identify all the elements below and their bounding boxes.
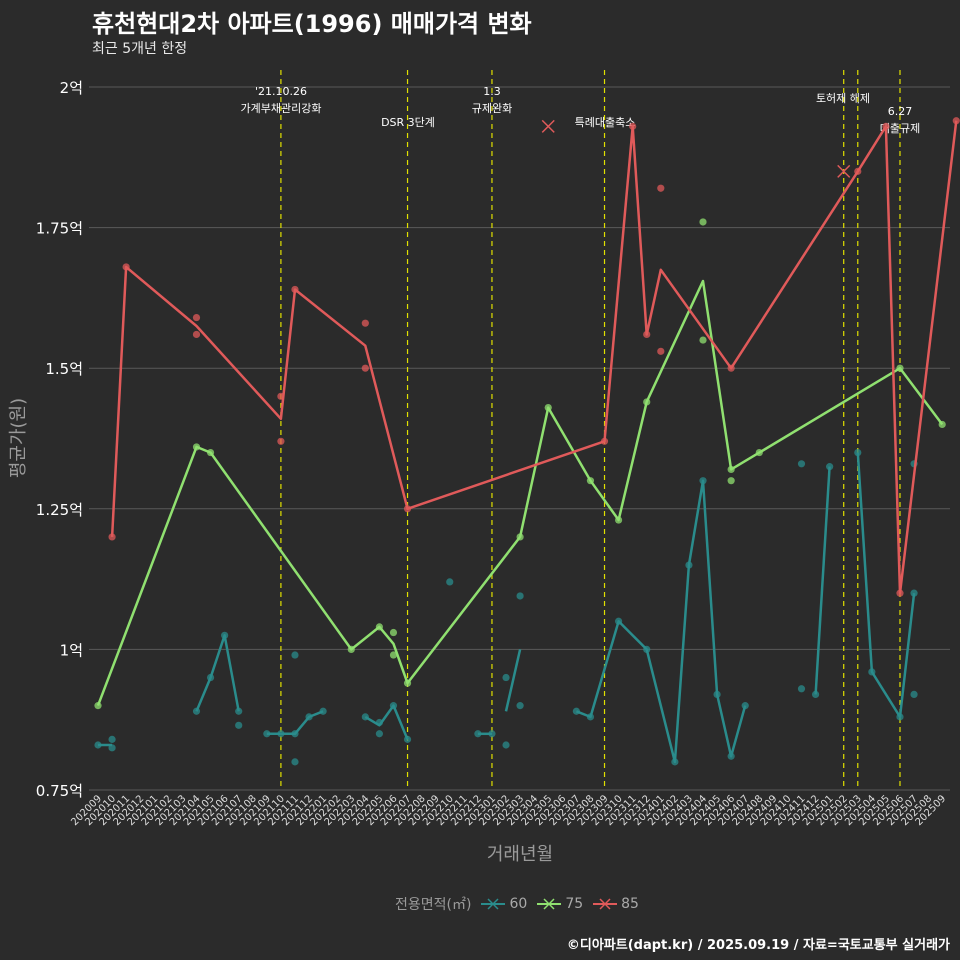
data-point-60: [797, 685, 806, 693]
data-point-60: [910, 589, 918, 597]
series-line-60: [364, 704, 409, 740]
data-point-60: [516, 702, 524, 710]
event-label: 규제완화: [472, 102, 512, 115]
cross-marker-85: [541, 119, 555, 133]
data-point-85: [361, 364, 369, 372]
data-point-75: [699, 218, 707, 226]
y-tick-label: 1억: [60, 641, 83, 659]
chart-subtitle: 최근 5개년 한정: [92, 41, 188, 57]
event-label: 가계부채관리강화: [241, 102, 322, 115]
event-label: 1.3: [483, 85, 501, 98]
data-point-85: [192, 313, 201, 322]
legend-label-75: 75: [565, 896, 584, 912]
event-label: 6.27: [888, 105, 913, 118]
data-point-60: [854, 448, 862, 457]
y-tick-label: 2억: [60, 79, 83, 97]
series-line-60: [856, 452, 916, 719]
data-point-60: [108, 735, 116, 743]
data-point-60: [291, 651, 299, 659]
y-tick-label: 1.5억: [45, 360, 83, 378]
series-line-60: [814, 466, 831, 695]
event-label: 특례대출축소: [575, 116, 636, 129]
legend-key-60-icon: [481, 898, 506, 910]
series-line-60: [575, 479, 747, 764]
data-point-60: [502, 673, 510, 682]
data-point-60: [797, 460, 806, 468]
legend-item-85: 85: [593, 896, 639, 912]
data-point-60: [910, 690, 918, 698]
legend-label-60: 60: [509, 896, 528, 912]
legend-title: 전용면적(㎡): [395, 897, 472, 913]
data-point-60: [375, 730, 383, 738]
data-point-60: [235, 721, 243, 729]
event-label: '21.10.26: [255, 85, 307, 98]
event-label: 토허제 해제: [816, 91, 870, 105]
event-label: DSR 3단계: [381, 116, 435, 129]
legend-item-60: 60: [481, 896, 527, 912]
line-chart: 0.75억1억1.25억1.5억1.75억2억20200920201020201…: [8, 70, 960, 865]
source-caption: ©디아파트(dapt.kr) / 2025.09.19 / 자료=국토교통부 실…: [566, 938, 950, 953]
y-tick-label: 1.25억: [36, 501, 83, 519]
data-point-85: [108, 533, 116, 541]
legend-item-75: 75: [537, 896, 583, 912]
data-point-85: [192, 330, 201, 339]
data-point-75: [389, 628, 398, 637]
chart-title: 휴천현대2차 아파트(1996) 매매가격 변화: [92, 10, 532, 38]
legend-key-85-icon: [593, 898, 618, 910]
series-line-60: [195, 634, 240, 712]
cross-marker-85: [837, 164, 851, 178]
event-label: 대출규제: [880, 122, 920, 135]
x-axis-title: 거래년월: [487, 844, 553, 865]
data-point-85: [361, 319, 369, 327]
y-tick-label: 0.75억: [36, 782, 83, 800]
legend-label-85: 85: [621, 896, 639, 912]
data-point-85: [277, 437, 285, 445]
data-point-60: [516, 592, 524, 600]
data-point-60: [474, 730, 482, 738]
data-point-75: [389, 651, 398, 659]
y-tick-label: 1.75억: [36, 220, 83, 238]
series-line-75: [96, 279, 944, 707]
series-line-60: [266, 710, 324, 736]
data-point-75: [699, 336, 707, 344]
y-axis-title: 평균가(원): [8, 398, 29, 478]
data-point-60: [446, 578, 454, 586]
legend-key-75-icon: [537, 898, 562, 910]
legend: 전용면적(㎡) 60 75 85: [0, 894, 960, 914]
data-point-60: [291, 758, 299, 766]
data-point-85: [657, 347, 665, 355]
data-point-85: [657, 184, 665, 192]
data-point-75: [727, 477, 735, 485]
data-point-60: [502, 741, 510, 749]
series-line-85: [110, 120, 958, 595]
series-line-60: [504, 649, 522, 712]
